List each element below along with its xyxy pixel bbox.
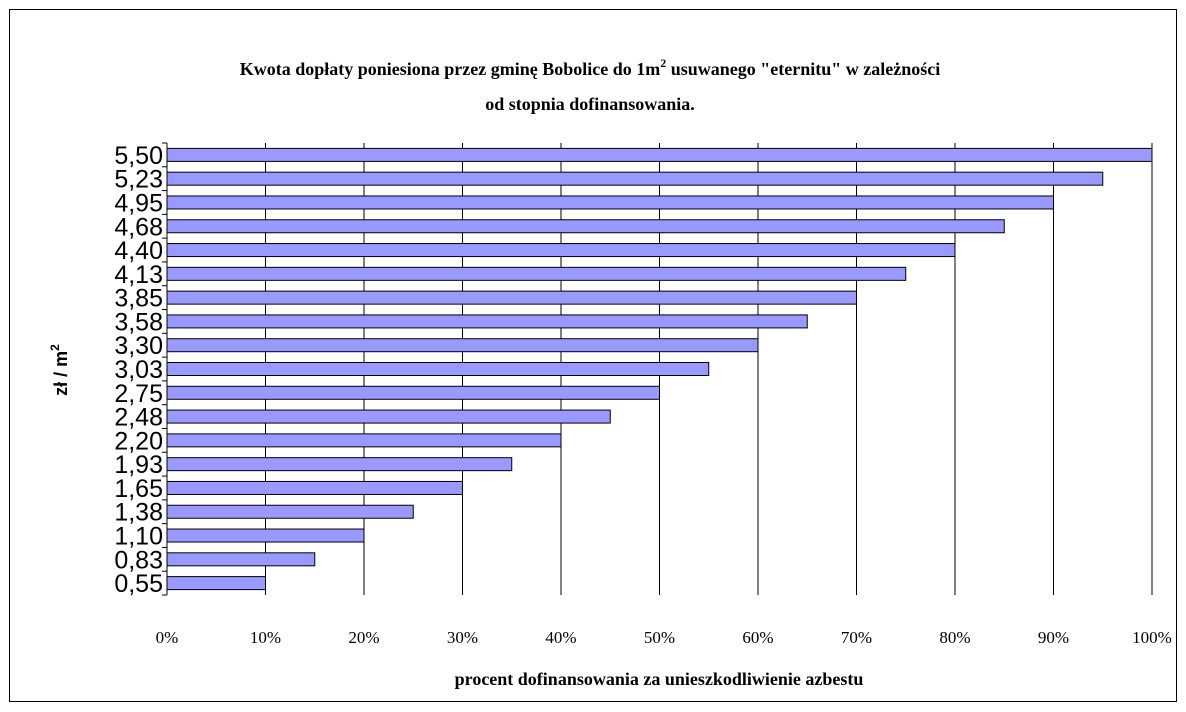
y-tick-label: 1,93	[114, 451, 163, 479]
bar	[166, 433, 562, 448]
bar	[166, 266, 907, 281]
y-tick-label: 1,10	[114, 523, 163, 551]
bar	[166, 290, 857, 305]
bar	[166, 480, 463, 495]
bar	[166, 504, 414, 519]
bar	[166, 409, 611, 424]
bars	[166, 147, 1153, 591]
x-tick-label: 30%	[447, 628, 478, 647]
bar	[166, 219, 1005, 234]
bar	[166, 171, 1104, 186]
chart-title-line1: Kwota dopłaty poniesiona przez gminę Bob…	[240, 56, 940, 79]
y-tick-label: 3,58	[114, 308, 163, 336]
y-tick-label: 4,40	[114, 237, 163, 265]
y-tick-label: 0,83	[114, 546, 163, 574]
y-tick-label: 4,95	[114, 189, 163, 217]
y-axis-label: zł / m2	[48, 344, 71, 396]
x-tick-label: 80%	[939, 628, 970, 647]
x-axis-label: procent dofinansowania za unieszkodliwie…	[455, 669, 864, 689]
axes	[162, 142, 168, 596]
bar	[166, 576, 266, 591]
x-tick-label: 50%	[644, 628, 675, 647]
y-tick-label: 2,75	[114, 380, 163, 408]
bar	[166, 147, 1153, 162]
bar	[166, 385, 660, 400]
x-tick-label: 40%	[545, 628, 576, 647]
x-tick-label: 100%	[1132, 628, 1172, 647]
bar	[166, 243, 956, 258]
y-tick-label: 4,68	[114, 213, 163, 241]
y-tick-label: 3,30	[114, 332, 163, 360]
bar	[166, 195, 1054, 210]
y-tick-labels: 5,505,234,954,684,404,133,853,583,303,03…	[114, 142, 163, 598]
y-tick-label: 5,23	[114, 166, 163, 194]
bar	[166, 314, 808, 329]
bar	[166, 552, 316, 567]
y-tick-label: 2,20	[114, 427, 163, 455]
y-tick-label: 4,13	[114, 261, 163, 289]
y-tick-label: 5,50	[114, 142, 163, 170]
bar	[166, 338, 759, 353]
x-tick-label: 70%	[841, 628, 872, 647]
x-tick-labels: 0% 10% 20% 30% 40% 50% 60% 70% 80% 90% 100%	[156, 628, 1172, 647]
chart-title-line2: od stopnia dofinansowania.	[485, 94, 695, 114]
x-tick-label: 20%	[348, 628, 379, 647]
gridlines	[265, 143, 1153, 595]
y-tick-label: 3,03	[114, 356, 163, 384]
y-tick-label: 1,65	[114, 475, 163, 503]
bar	[166, 457, 513, 472]
x-tick-label: 90%	[1038, 628, 1069, 647]
x-tick-label: 0%	[156, 628, 179, 647]
x-tick-label: 10%	[250, 628, 281, 647]
y-tick-label: 0,55	[114, 570, 163, 598]
y-tick-label: 3,85	[114, 285, 163, 313]
y-tick-label: 2,48	[114, 404, 163, 432]
y-tick-label: 1,38	[114, 499, 163, 527]
bar	[166, 362, 710, 376]
bar	[166, 528, 365, 543]
x-tick-label: 60%	[742, 628, 773, 647]
